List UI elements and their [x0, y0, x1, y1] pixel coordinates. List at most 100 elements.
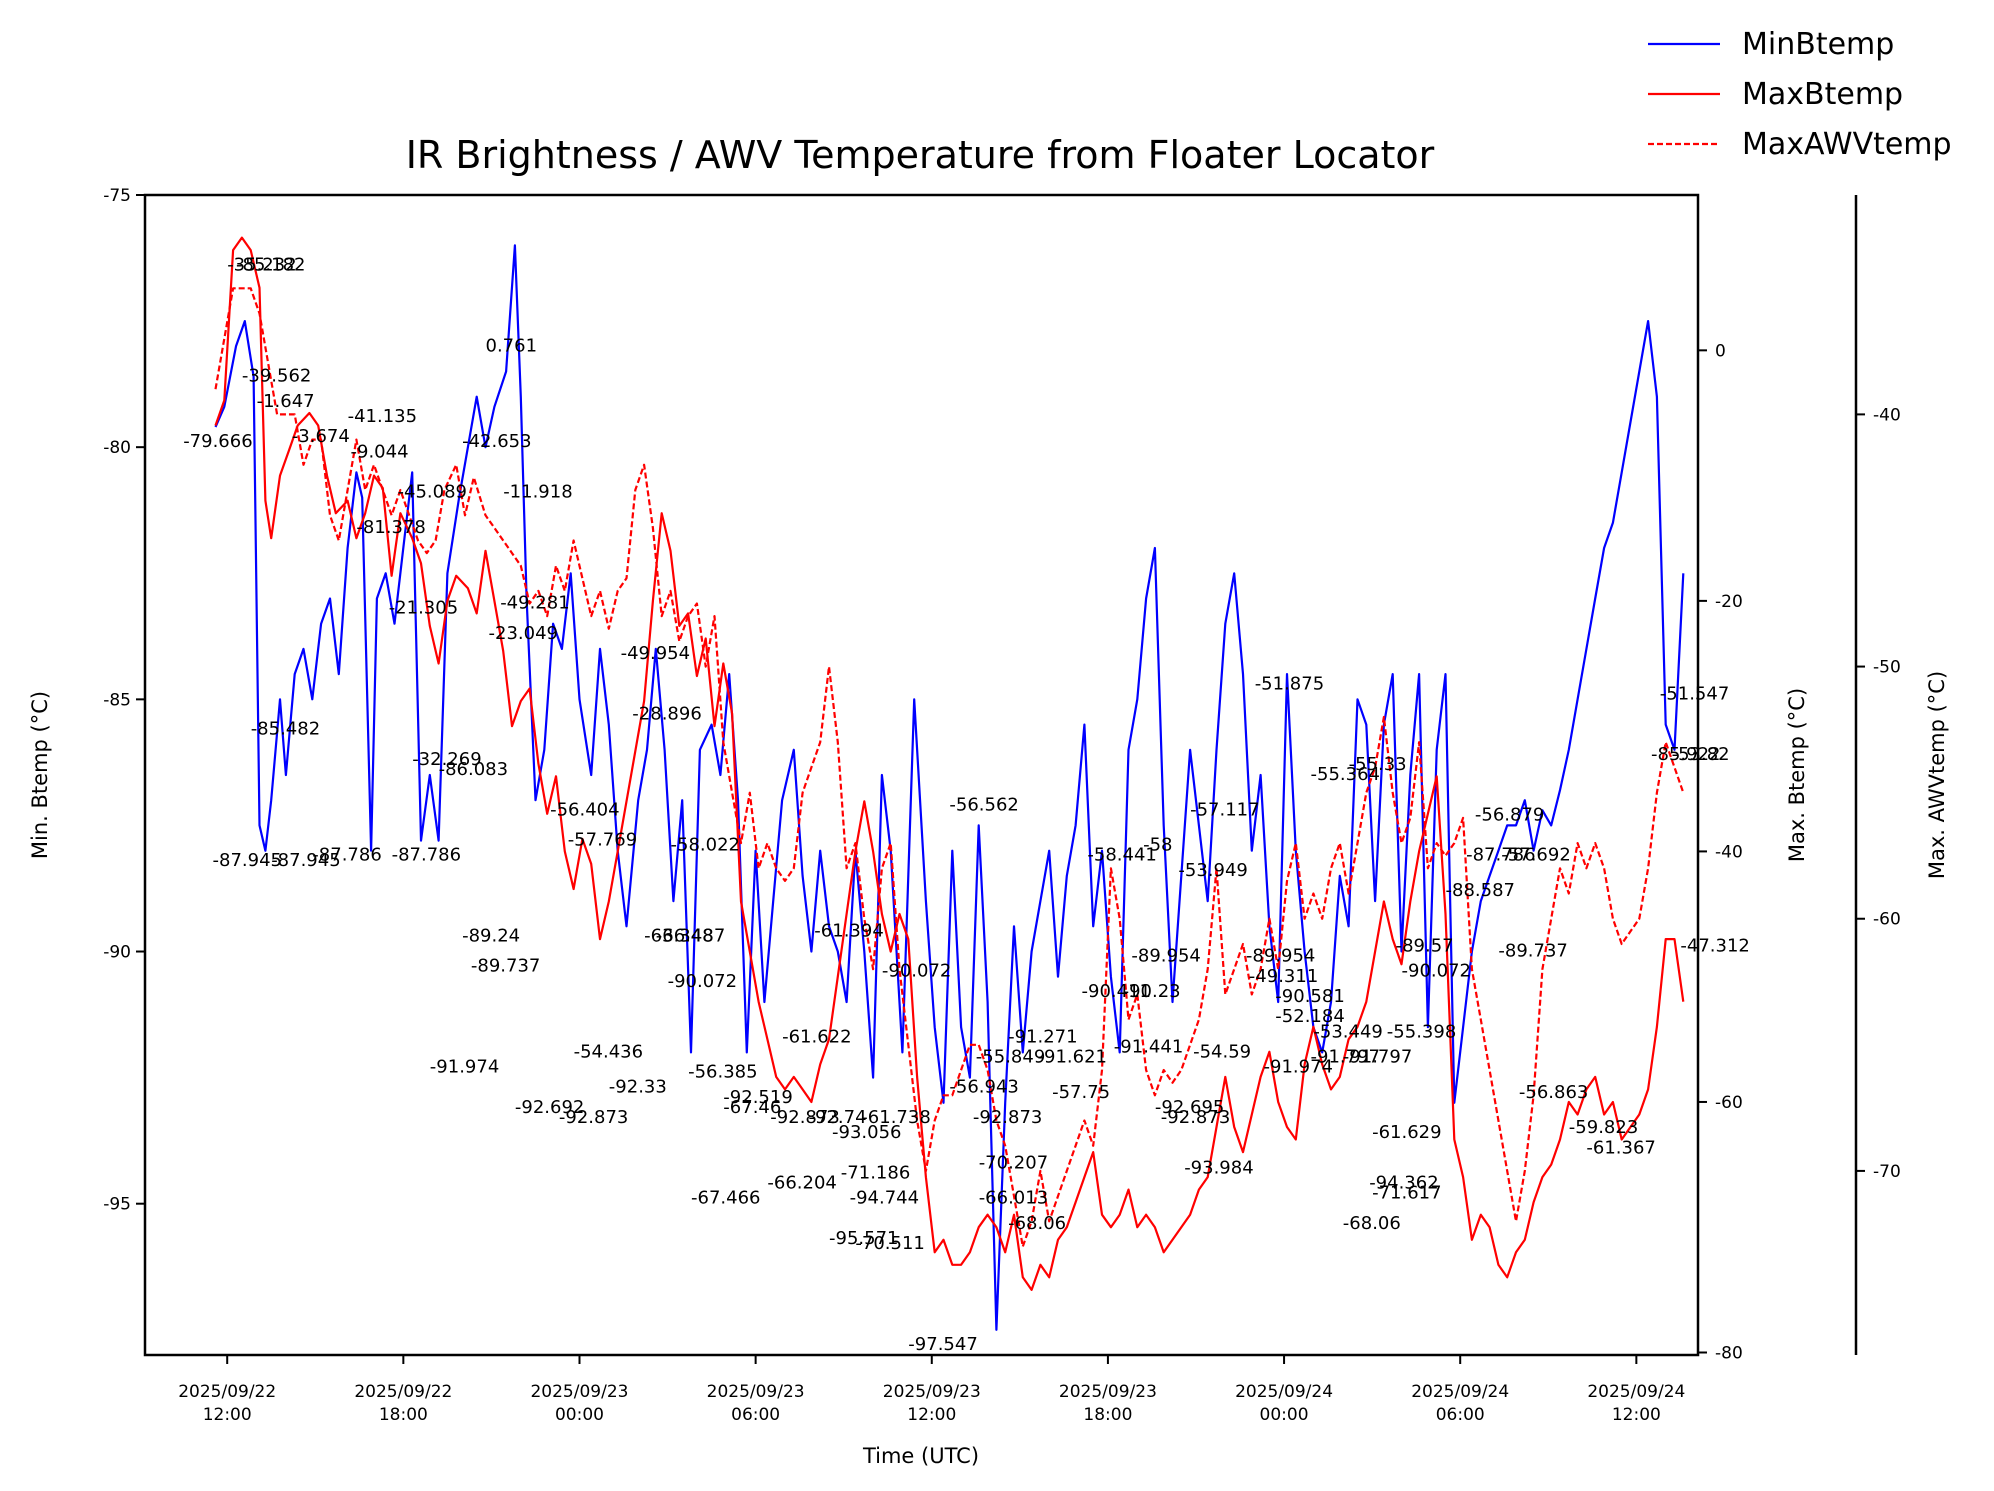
annotation-label: -71.186 [841, 1163, 910, 1184]
annotation-label: -91.974 [430, 1057, 499, 1078]
annotation-label: -81.378 [356, 517, 425, 538]
annotation-label: -91.974 [1264, 1057, 1333, 1078]
annotation-label: -57.769 [568, 830, 637, 851]
x-tick-label: 2025/09/24 [1587, 1382, 1685, 1402]
y-right2-tick-label: -70 [1873, 1162, 1901, 1182]
legend-label-maxbtemp: MaxBtemp [1742, 77, 1903, 112]
annotation-label: -49.954 [621, 643, 690, 664]
x-tick-label: 2025/09/23 [883, 1382, 981, 1402]
y-axis-left: -75 -80 -85 -90 -95 [103, 186, 145, 1215]
annotation-label: -67.46 [723, 1097, 781, 1118]
annotation-label: -92.873 [973, 1107, 1042, 1128]
annotation-label: -92.873 [559, 1107, 628, 1128]
annotation-label: -85.182 [236, 255, 305, 276]
y-axis-right1: 0 -20 -40 -60 -80 [1698, 341, 1743, 1363]
annotation-label: -61.629 [1372, 1122, 1441, 1143]
annotation-label: -68.06 [1008, 1213, 1066, 1234]
annotation-label: -85.482 [251, 719, 320, 740]
annotation-label: -56.404 [550, 799, 619, 820]
legend-label-maxawvtemp: MaxAWVtemp [1742, 127, 1952, 162]
annotation-label: -49.281 [500, 593, 569, 614]
annotation-label: -92.519 [723, 1087, 792, 1108]
annotation-label: -61.394 [814, 920, 883, 941]
annotation-label: -67.466 [691, 1188, 760, 1209]
chart-title: IR Brightness / AWV Temperature from Flo… [406, 133, 1435, 177]
annotation-label: -41.135 [348, 406, 417, 427]
x-tick-label: 2025/09/24 [1235, 1382, 1333, 1402]
annotation-label: -89.737 [471, 956, 540, 977]
annotation-label: -63.348 [644, 925, 713, 946]
annotation-label: -3.674 [292, 426, 350, 447]
annotation-label: -49.311 [1249, 966, 1318, 987]
legend: MinBtemp MaxBtemp MaxAWVtemp [1648, 27, 1952, 162]
y-right2-tick-label: -50 [1873, 658, 1901, 678]
y-right1-tick-label: -20 [1715, 592, 1743, 612]
annotation-label: -54.436 [574, 1041, 643, 1062]
y-right1-tick-label: -40 [1715, 842, 1743, 862]
x-tick-label: 00:00 [1260, 1405, 1309, 1425]
annotation-label: -42.653 [462, 431, 531, 452]
x-tick-label: 18:00 [379, 1405, 428, 1425]
annotation-label: -91.797 [1343, 1047, 1412, 1068]
annotation-label: -92.695 [1155, 1097, 1224, 1118]
plot-frame [143, 193, 1700, 1357]
annotation-label: -51.547 [1660, 683, 1729, 704]
x-tick-label: 2025/09/23 [707, 1382, 805, 1402]
x-tick-label: 2025/09/22 [178, 1382, 276, 1402]
annotation-label: -61.738 [861, 1107, 930, 1128]
x-tick-label: 2025/09/22 [354, 1382, 452, 1402]
annotation-label: -90.581 [1275, 986, 1344, 1007]
annotation-label: -89.737 [1498, 941, 1567, 962]
annotation-label: -92.74 [809, 1107, 867, 1128]
x-tick-label: 18:00 [1083, 1405, 1132, 1425]
annotation-label: -45.089 [398, 482, 467, 503]
annotation-label: 0.761 [486, 335, 538, 356]
annotation-label: -23.049 [489, 623, 558, 644]
series-layer [214, 236, 1685, 1331]
annotation-label: -91.441 [1114, 1036, 1183, 1057]
y-right1-tick-label: 0 [1715, 341, 1726, 361]
annotation-label: -89.24 [462, 925, 520, 946]
annotation-label: -91.271 [1008, 1026, 1077, 1047]
annotation-label: -92.873 [1161, 1107, 1230, 1128]
x-tick-label: 2025/09/23 [530, 1382, 628, 1402]
annotation-label: -71.617 [1372, 1183, 1441, 1204]
x-tick-label: 2025/09/23 [1059, 1382, 1157, 1402]
y-left-tick-label: -75 [103, 186, 131, 206]
y-axis-right1-label: Max. Btemp (°C) [1785, 688, 1809, 862]
annotation-label: -90.072 [668, 971, 737, 992]
annotation-label: -87.945 [271, 850, 340, 871]
x-tick-label: 00:00 [555, 1405, 604, 1425]
annotation-label: -79.666 [183, 431, 252, 452]
x-tick-label: 06:00 [731, 1405, 780, 1425]
annotation-label: -35.232 [227, 255, 296, 276]
annotation-label: -95.571 [829, 1228, 898, 1249]
annotation-label: -56.562 [949, 794, 1018, 815]
annotation-label: -55.398 [1387, 1021, 1456, 1042]
annotation-label: -58.441 [1087, 845, 1156, 866]
annotation-label: -55.33 [1349, 754, 1407, 775]
annotation-label: -92.873 [770, 1107, 839, 1128]
annotation-label: -53.949 [1178, 860, 1247, 881]
annotation-label: -9.044 [351, 441, 409, 462]
annotation-label: -97.547 [908, 1334, 977, 1355]
y-left-tick-label: -80 [103, 438, 131, 458]
annotation-label: -89.954 [1131, 946, 1200, 967]
series-line-maxawvtemp [214, 287, 1685, 1248]
x-axis: 2025/09/22 12:00 2025/09/22 18:00 2025/09/23… [178, 1355, 1685, 1425]
annotation-label: -93.984 [1184, 1157, 1253, 1178]
annotation-label: -70.207 [979, 1152, 1048, 1173]
y-right1-tick-label: -60 [1715, 1093, 1743, 1113]
annotation-label: -28.896 [632, 704, 701, 725]
annotation-label: -86.083 [439, 759, 508, 780]
y-left-tick-label: -90 [103, 943, 131, 963]
annotation-label: -87.786 [392, 845, 461, 866]
annotation-label: -90.411 [1082, 981, 1151, 1002]
annotation-label: -54.59 [1193, 1041, 1251, 1062]
annotation-label: -47.312 [1680, 936, 1749, 957]
annotation-label: -1.647 [257, 391, 315, 412]
annotation-label: -57.75 [1052, 1082, 1110, 1103]
annotation-label: -90.23 [1123, 981, 1181, 1002]
annotation-label: -94.362 [1369, 1173, 1438, 1194]
annotation-label: -91.797 [1311, 1047, 1380, 1068]
